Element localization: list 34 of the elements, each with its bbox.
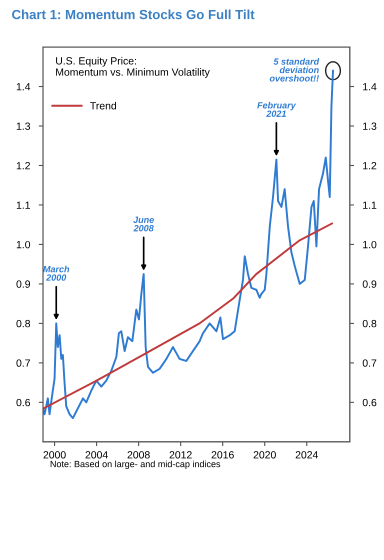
y-tick-label: 1.0 — [16, 240, 30, 248]
y2-tick-label: 1.0 — [363, 240, 376, 248]
y2-tick-label: 1.1 — [363, 202, 376, 209]
annotation: June 2008 — [133, 216, 154, 232]
text: U.S. Equity Price: Momentum vs. Minimum Volatility — [56, 56, 210, 78]
y2-tick-label: 1.2 — [363, 162, 376, 170]
y2-tick-label: 0.7 — [362, 359, 376, 367]
y-tick-label: 1.4 — [16, 83, 30, 90]
y-tick-label: 1.2 — [16, 162, 30, 170]
x-tick-label: 2020 — [254, 451, 276, 459]
annotation: February 2021 — [257, 102, 296, 117]
legend-label: Trend — [90, 102, 116, 110]
y-tick-label: 0.8 — [16, 320, 30, 328]
x-tick-label: 2000 — [44, 451, 66, 459]
x-tick-label: 2016 — [212, 451, 234, 459]
annotation: 5 standard deviation overshoot!! — [270, 58, 320, 82]
annotation: March 2000 — [43, 266, 70, 281]
text: Note: Based on large- and mid-cap indices — [50, 460, 220, 470]
x-tick-label: 2004 — [86, 451, 108, 459]
y-tick-label: 0.7 — [16, 359, 30, 367]
x-tick-label: 2008 — [128, 451, 150, 459]
y2-tick-label: 0.9 — [362, 280, 376, 288]
y2-tick-label: 1.4 — [363, 83, 376, 90]
y2-tick-label: 0.6 — [362, 398, 376, 406]
chart-title: Chart 1: Momentum Stocks Go Full Tilt — [12, 10, 255, 20]
line-series — [43, 222, 333, 410]
x-tick-label: 2012 — [170, 451, 192, 459]
x-tick-label: 2024 — [296, 451, 318, 459]
y2-tick-label: 1.3 — [363, 122, 376, 130]
y-tick-label: 0.9 — [16, 280, 30, 288]
y-tick-label: 1.1 — [16, 202, 30, 209]
y-tick-label: 0.6 — [16, 398, 30, 406]
y-tick-label: 1.3 — [16, 122, 30, 130]
y2-tick-label: 0.8 — [362, 320, 376, 328]
